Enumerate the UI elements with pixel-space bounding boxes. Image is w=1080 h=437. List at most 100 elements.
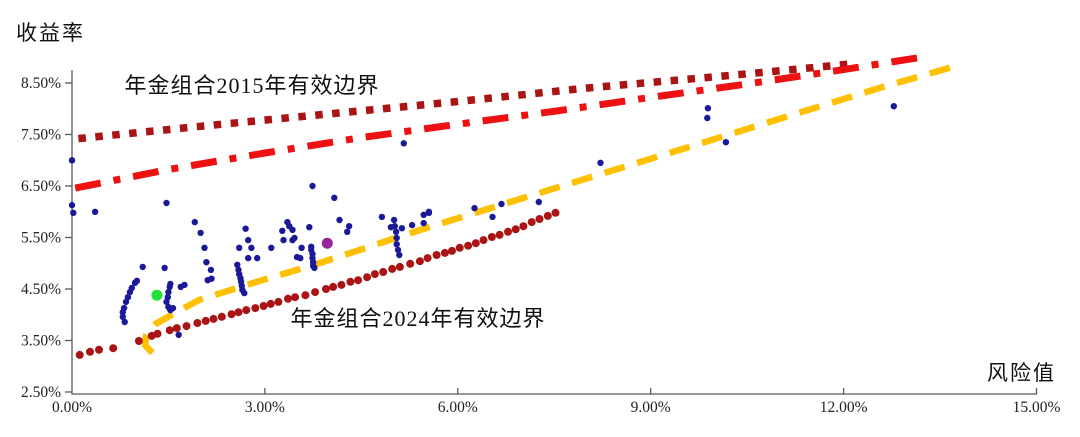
data-point <box>704 114 711 122</box>
data-point <box>400 140 407 147</box>
data-point <box>172 324 181 333</box>
data-point <box>321 237 333 249</box>
data-point <box>139 263 146 271</box>
data-point <box>163 298 170 306</box>
data-point <box>420 219 427 227</box>
data-point <box>161 264 168 272</box>
data-point <box>201 244 208 251</box>
x-tick-label: 6.00% <box>438 399 478 416</box>
data-point <box>393 234 400 242</box>
data-point <box>504 227 512 236</box>
data-point <box>306 224 313 231</box>
y-tick-label: 3.50% <box>21 333 61 350</box>
data-point <box>464 241 473 250</box>
y-tick-label: 6.50% <box>21 178 61 195</box>
data-point <box>519 222 528 231</box>
data-point <box>498 200 505 208</box>
data-point <box>487 233 496 241</box>
data-point <box>345 223 353 230</box>
data-point <box>279 227 286 234</box>
data-point <box>201 316 210 325</box>
data-point <box>495 230 504 239</box>
data-point <box>535 198 542 206</box>
data-point <box>535 215 544 223</box>
x-tick-label: 12.00% <box>820 399 868 416</box>
data-point <box>394 246 402 254</box>
data-point <box>274 297 283 306</box>
x-tick-label: 9.00% <box>631 399 671 416</box>
dashdot-red-line <box>74 53 922 192</box>
data-point <box>75 350 84 359</box>
frontier-2024-dashed-line <box>142 61 961 356</box>
data-point <box>266 299 275 308</box>
data-point <box>425 209 433 216</box>
x-tick-label: 15.00% <box>1013 399 1061 416</box>
data-point <box>479 236 488 245</box>
data-point <box>227 310 236 319</box>
y-tick-label: 8.50% <box>21 75 61 92</box>
data-point <box>370 270 379 279</box>
data-point <box>128 284 135 292</box>
data-point <box>344 228 351 235</box>
data-point <box>448 246 456 255</box>
data-point <box>86 347 94 356</box>
y-tick-label: 4.50% <box>21 281 61 298</box>
data-point <box>291 293 300 302</box>
data-point <box>722 139 730 146</box>
frontier-2024-points <box>75 208 560 359</box>
data-point <box>301 291 310 300</box>
data-point <box>511 225 520 234</box>
data-point <box>124 294 132 301</box>
data-point <box>245 236 252 244</box>
data-point <box>68 201 76 209</box>
data-point <box>251 304 260 313</box>
axis-lines <box>71 70 1037 395</box>
portfolio-scatter <box>68 103 897 338</box>
data-point <box>704 105 712 112</box>
data-point <box>551 208 560 217</box>
data-point <box>527 218 536 227</box>
data-point <box>322 285 330 293</box>
axes: 0.00% 3.00% 6.00% 9.00% 12.00% 15.00% 2.50% 3.5… <box>21 70 1061 416</box>
data-point <box>455 243 464 252</box>
data-point <box>392 228 400 235</box>
data-point <box>311 264 318 272</box>
data-point <box>175 331 182 338</box>
y-tick-label: 7.50% <box>21 127 61 144</box>
data-point <box>109 344 118 353</box>
y-tick-label: 2.50% <box>21 384 61 401</box>
data-point <box>241 289 248 297</box>
data-point <box>415 257 424 266</box>
data-point <box>268 244 275 251</box>
x-axis-title: 风险值 <box>987 361 1056 385</box>
data-point <box>169 304 177 312</box>
data-point <box>379 268 388 276</box>
data-point <box>597 159 604 166</box>
data-point <box>217 312 226 321</box>
data-point <box>408 221 416 229</box>
data-point <box>181 281 188 289</box>
data-point <box>120 304 128 312</box>
data-point <box>70 209 77 216</box>
data-point <box>337 280 346 289</box>
data-point <box>284 294 292 303</box>
frontier-lines <box>74 53 961 356</box>
data-point <box>248 244 255 251</box>
x-tick-label: 3.00% <box>245 399 285 416</box>
data-point <box>393 241 400 248</box>
data-point <box>119 313 127 320</box>
data-point <box>336 216 343 224</box>
data-point <box>390 216 398 224</box>
data-point <box>398 225 406 232</box>
data-point <box>298 244 305 251</box>
data-point <box>329 282 338 291</box>
data-point <box>543 211 552 220</box>
data-point <box>420 211 427 218</box>
data-point <box>395 262 404 271</box>
data-point <box>166 283 173 291</box>
frontier-2015-label: 年金组合2015年有效边界 <box>124 73 379 98</box>
data-point <box>203 259 210 266</box>
data-point <box>890 103 897 110</box>
